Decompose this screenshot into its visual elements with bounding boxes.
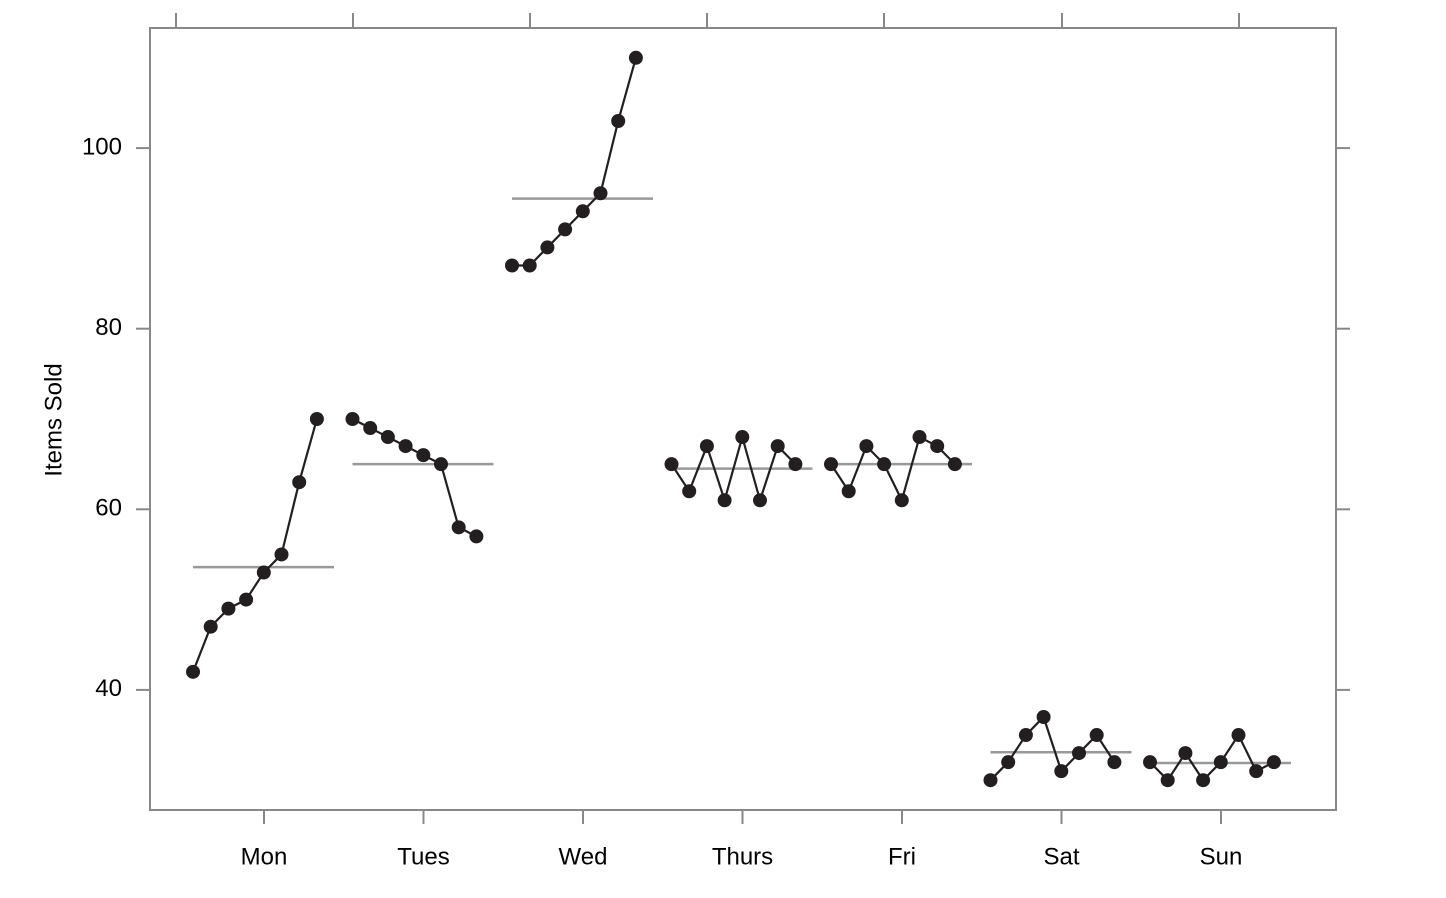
- point: [345, 412, 360, 426]
- point: [930, 439, 945, 454]
- y-tick-label: 80: [95, 314, 122, 341]
- point: [239, 592, 254, 607]
- point: [186, 664, 200, 679]
- top-ticks: [175, 13, 1240, 28]
- y-axis-label: Items Sold: [40, 363, 67, 476]
- y-tick-label: 100: [82, 133, 122, 160]
- point: [451, 520, 466, 535]
- point: [628, 50, 643, 65]
- point: [1178, 746, 1193, 761]
- point: [416, 448, 431, 463]
- point: [1196, 773, 1211, 788]
- point: [611, 114, 626, 129]
- point: [877, 457, 892, 472]
- point: [469, 529, 484, 544]
- point: [983, 773, 998, 788]
- point: [682, 484, 697, 499]
- point: [859, 439, 874, 454]
- point: [292, 475, 307, 490]
- point: [522, 258, 537, 273]
- point: [203, 619, 218, 634]
- point: [1054, 764, 1069, 779]
- point: [221, 601, 236, 616]
- point: [1231, 728, 1246, 743]
- x-tick-label: Fri: [888, 843, 916, 870]
- point: [1143, 755, 1157, 770]
- point: [540, 240, 555, 255]
- y-tick-label: 40: [95, 675, 122, 702]
- point: [912, 430, 927, 445]
- x-tick-label: Tues: [397, 843, 449, 870]
- point: [788, 457, 803, 472]
- point: [274, 547, 289, 562]
- point: [593, 186, 608, 201]
- point: [398, 439, 413, 454]
- point: [1001, 755, 1016, 770]
- x-tick-label: Wed: [559, 843, 608, 870]
- point: [380, 430, 395, 445]
- point: [309, 412, 324, 426]
- x-tick-label: Mon: [241, 843, 288, 870]
- point: [824, 457, 838, 472]
- point: [894, 493, 909, 508]
- point: [753, 493, 767, 508]
- point: [363, 421, 378, 436]
- point: [770, 439, 785, 454]
- subseries-line: [989, 714, 1116, 781]
- point: [1107, 755, 1122, 770]
- point: [1160, 773, 1175, 788]
- point: [1036, 709, 1051, 724]
- point: [256, 565, 271, 580]
- point: [558, 222, 573, 237]
- subseries-line: [670, 432, 797, 505]
- point: [1089, 728, 1104, 743]
- point: [505, 258, 519, 273]
- point: [947, 457, 962, 472]
- point: [735, 430, 750, 445]
- point: [1018, 728, 1033, 743]
- point: [717, 493, 732, 508]
- point: [1213, 755, 1228, 770]
- x-tick-label: Thurs: [712, 843, 773, 870]
- x-tick-label: Sat: [1043, 843, 1079, 870]
- y-tick-label: 60: [95, 495, 122, 522]
- subseries-line: [512, 57, 637, 267]
- point: [575, 204, 590, 219]
- point: [841, 484, 856, 499]
- point: [1072, 746, 1086, 761]
- point: [664, 457, 679, 472]
- subseries-line: [352, 418, 477, 538]
- plot-frame: [149, 27, 1337, 811]
- subseries-line: [191, 418, 318, 673]
- x-tick-label: Sun: [1200, 843, 1243, 870]
- point: [1249, 764, 1264, 779]
- point: [1266, 755, 1281, 770]
- point: [699, 439, 714, 454]
- point: [434, 457, 448, 472]
